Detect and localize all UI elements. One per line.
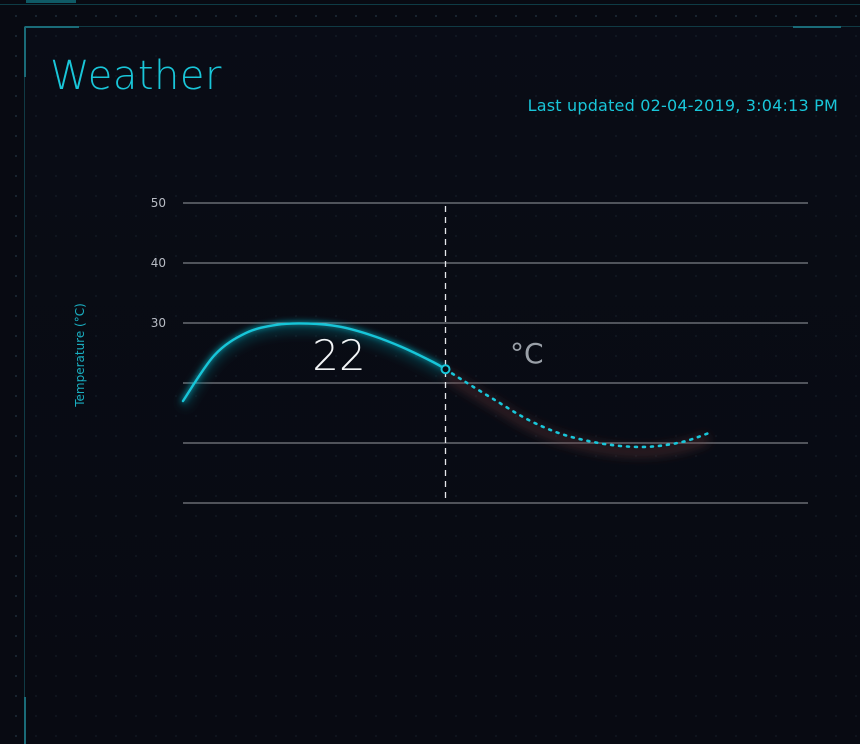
- current-value-marker: [440, 364, 451, 375]
- panel-corner-accent: [24, 697, 26, 744]
- y-tick-label: 30: [151, 316, 166, 330]
- top-strip-accent: [26, 0, 76, 3]
- series-shadow: [179, 323, 448, 409]
- top-strip: [0, 0, 860, 5]
- y-axis-label: Temperature (°C): [73, 303, 87, 408]
- temperature-unit: °C: [510, 337, 544, 370]
- observed-temperature-line: [181, 322, 447, 403]
- chart-gridlines: [183, 202, 808, 504]
- chart-series: [179, 322, 710, 457]
- panel-corner-accent: [25, 26, 79, 28]
- series-shadow: [443, 370, 710, 457]
- page-title: Weather: [50, 53, 222, 99]
- panel-corner-accent: [793, 26, 841, 28]
- chart-y-ticks: 30 40 50: [151, 196, 166, 330]
- last-updated-text: Last updated 02-04-2019, 3:04:13 PM: [527, 96, 838, 115]
- panel-corner-accent: [24, 27, 26, 77]
- y-tick-label: 40: [151, 256, 166, 270]
- current-temperature-value: 22: [312, 331, 365, 380]
- y-tick-label: 50: [151, 196, 166, 210]
- weather-panel: [24, 26, 860, 744]
- forecast-temperature-line: [444, 367, 710, 449]
